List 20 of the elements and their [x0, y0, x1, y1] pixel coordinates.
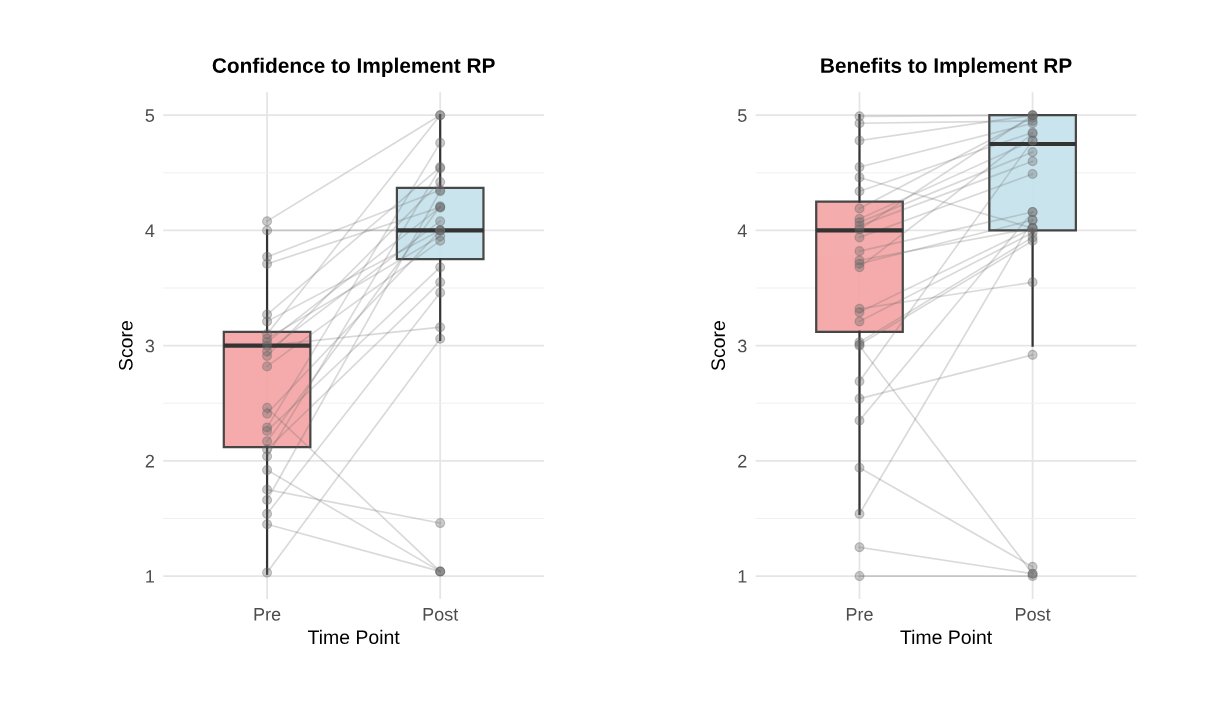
y-tick-label: 1: [146, 570, 154, 583]
y-tick-label: 1: [738, 570, 747, 583]
y-axis-title: Score: [711, 321, 726, 371]
y-tick-label: 3: [145, 339, 155, 353]
y-tick-label: 5: [145, 109, 155, 122]
chart-title: Confidence to Implement RP: [212, 57, 495, 78]
x-tick-label: Post: [1016, 608, 1051, 621]
y-tick-label: 5: [737, 109, 747, 122]
y-tick-label: 4: [737, 224, 747, 237]
x-tick-label: Post: [423, 608, 459, 621]
y-tick-label: 2: [738, 454, 747, 468]
x-tick-label: Pre: [254, 608, 281, 621]
y-tick-label: 2: [145, 454, 154, 468]
x-axis-title: Time Point: [307, 629, 400, 645]
y-tick-label: 3: [737, 339, 747, 353]
y-tick-label: 4: [145, 224, 155, 237]
x-tick-label: Pre: [846, 608, 873, 621]
y-axis-title: Score: [118, 321, 133, 371]
chart-title: Benefits to Implement RP: [821, 57, 1072, 78]
x-axis-title: Time Point: [900, 629, 992, 645]
